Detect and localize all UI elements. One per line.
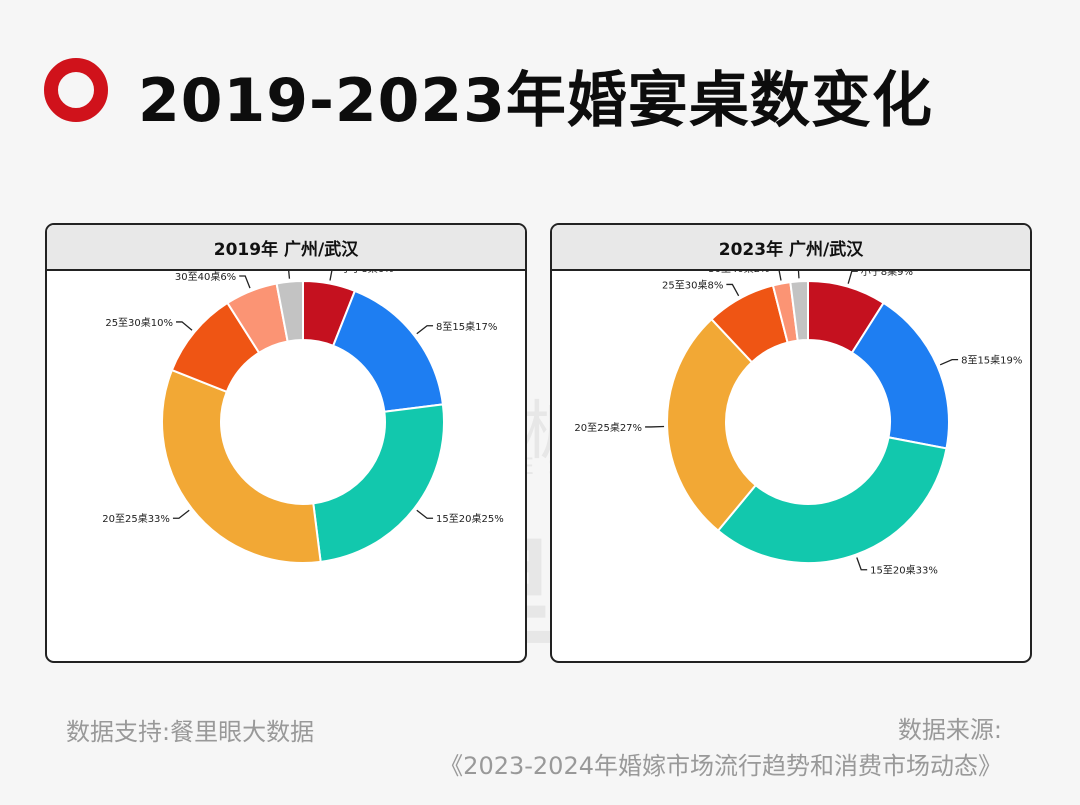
data-source-title: 《2023-2024年婚嫁市场流行趋势和消费市场动态》: [439, 752, 1002, 780]
slice-label-0-2: 15至20桌25%: [436, 512, 504, 525]
chart-panel-2023: 2023年 广州/武汉 小于8桌9% 8至15桌19% 15至20桌33% 20至25…: [550, 223, 1032, 663]
page-title: 2019-2023年婚宴桌数变化: [138, 66, 933, 136]
slice-label-1-6: 大于40桌2%: [731, 271, 790, 272]
slice-label-1-5: 30至40桌2%: [708, 271, 769, 275]
slice-label-0-5: 30至40桌6%: [175, 271, 236, 283]
slice-label-1-1: 8至15桌19%: [961, 354, 1022, 367]
slice-leader-line-0-3: [172, 509, 190, 519]
data-source-label: 数据来源:: [897, 716, 1002, 744]
donut-slice-1-6: [789, 279, 809, 342]
slice-leader-line-0-1: [416, 325, 434, 335]
slice-leader-line-0-4: [176, 321, 193, 331]
slice-label-1-3: 20至25桌27%: [574, 421, 642, 434]
slice-label-0-4: 25至30桌10%: [105, 316, 173, 329]
slice-leader-line-1-2: [856, 557, 868, 571]
slice-label-0-3: 20至25桌33%: [102, 512, 170, 525]
donut-slice-1-1: [850, 301, 950, 450]
donut-slice-0-6: [275, 279, 304, 343]
chart-panel-2019: 2019年 广州/武汉 小于8桌6% 8至15桌17% 15至20桌25% 20至25…: [45, 223, 527, 663]
donut-chart-2019: 小于8桌6% 8至15桌17% 15至20桌25% 20至25桌33% 25至30桌10…: [102, 271, 504, 564]
slice-leader-line-1-0: [847, 271, 858, 284]
slice-leader-line-1-6: [797, 271, 800, 279]
donut-chart-2023: 小于8桌9% 8至15桌19% 15至20桌33% 20至25桌27% 25至30桌8%…: [574, 271, 1022, 577]
slice-label-0-6: 大于40桌3%: [221, 271, 280, 273]
slice-leader-line-0-5: [239, 275, 251, 289]
slice-leader-line-0-6: [288, 271, 291, 279]
donut-slice-1-2: [716, 436, 948, 564]
title-ring-icon: [44, 58, 108, 122]
slice-label-0-1: 8至15桌17%: [436, 320, 497, 333]
donut-slice-0-2: [312, 403, 445, 564]
slice-leader-line-0-0: [329, 271, 333, 281]
slice-label-1-4: 25至30桌8%: [662, 278, 723, 291]
slice-label-1-2: 15至20桌33%: [870, 564, 938, 577]
chart-title-2023: 2023年 广州/武汉: [552, 225, 1030, 271]
slice-leader-line-0-2: [416, 509, 434, 519]
donut-slice-1-3: [666, 317, 758, 533]
chart-title-2019: 2019年 广州/武汉: [47, 225, 525, 271]
slice-leader-line-1-1: [939, 358, 959, 366]
slice-leader-line-1-4: [726, 283, 740, 297]
donut-slice-0-3: [161, 368, 322, 564]
donut-slice-0-1: [331, 289, 445, 413]
slice-label-0-0: 小于8桌6%: [341, 271, 393, 275]
slice-label-1-0: 小于8桌9%: [861, 271, 913, 278]
data-source-note: 数据来源: 《2023-2024年婚嫁市场流行趋势和消费市场动态》: [439, 712, 1002, 784]
slice-leader-line-1-5: [778, 271, 782, 281]
data-support-note: 数据支持:餐里眼大数据: [66, 718, 315, 746]
